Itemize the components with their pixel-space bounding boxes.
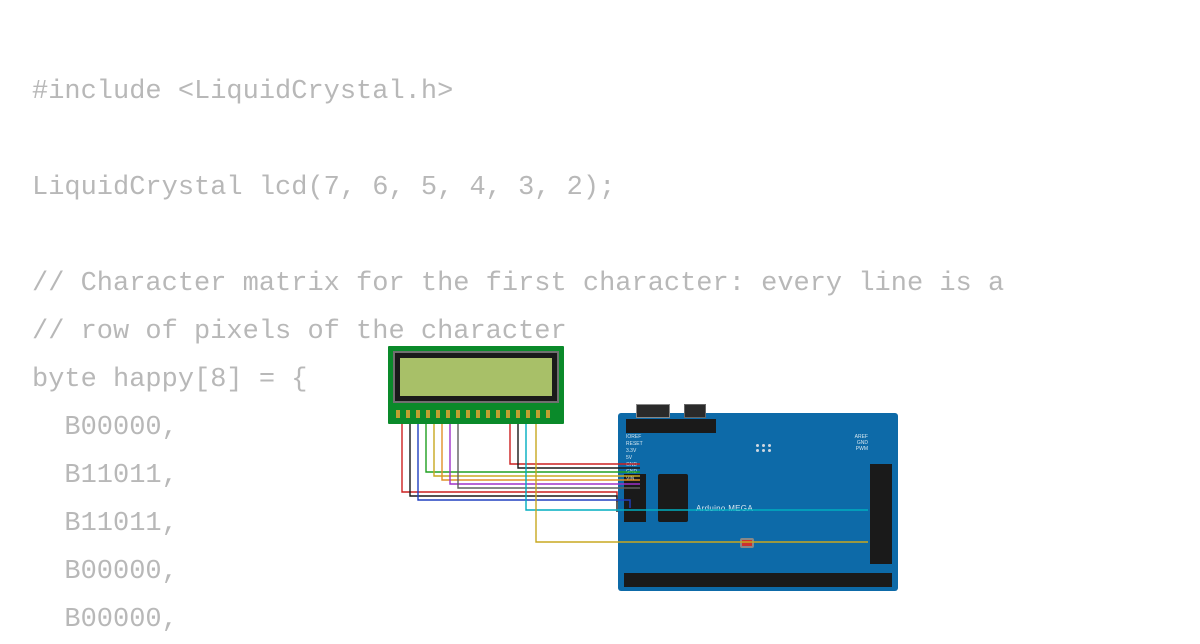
code-line: LiquidCrystal lcd(7, 6, 5, 4, 3, 2); <box>32 173 615 203</box>
code-line: // Character matrix for the first charac… <box>32 269 1004 299</box>
wire <box>510 424 640 464</box>
code-line: B00000, <box>32 557 178 587</box>
wire <box>450 424 640 484</box>
wire <box>526 424 868 510</box>
code-line: B00000, <box>32 605 178 635</box>
code-line: #include <LiquidCrystal.h> <box>32 77 453 107</box>
wiring-diagram: Arduino MEGA IOREF RESET 3.3V 5V GND GND… <box>388 346 918 606</box>
code-line: B11011, <box>32 509 178 539</box>
code-line: byte happy[8] = { <box>32 365 307 395</box>
code-line: B00000, <box>32 413 178 443</box>
wire <box>458 424 640 488</box>
wires-svg <box>388 346 918 606</box>
code-line: // row of pixels of the character <box>32 317 567 347</box>
code-line: B11011, <box>32 461 178 491</box>
wire <box>536 424 868 542</box>
